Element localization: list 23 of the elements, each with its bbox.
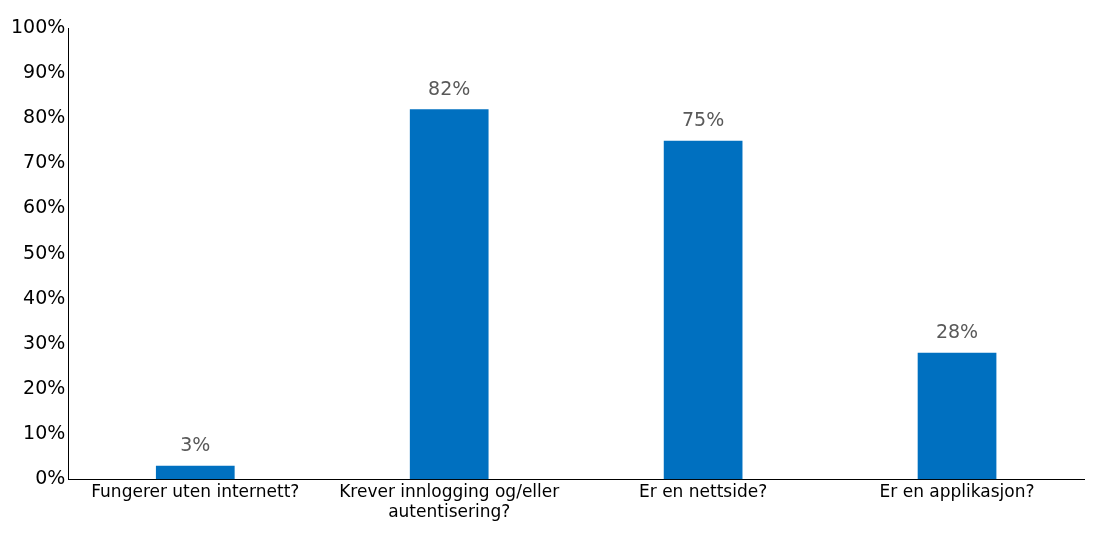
bar <box>663 140 743 480</box>
y-tick-label: 20% <box>23 375 66 398</box>
data-label: 75% <box>682 108 725 131</box>
x-tick-label: Er en applikasjon? <box>879 480 1035 501</box>
data-label: 82% <box>428 76 471 99</box>
y-tick-label: 80% <box>23 105 66 128</box>
y-tick-label: 10% <box>23 421 66 444</box>
y-tick-label: 70% <box>23 150 66 173</box>
x-tick-label: Krever innlogging og/eller autentisering? <box>339 480 560 522</box>
y-tick-label: 60% <box>23 195 66 218</box>
y-tick-label: 0% <box>35 466 66 489</box>
y-tick-label: 90% <box>23 60 66 83</box>
data-label: 28% <box>935 320 979 343</box>
x-tick-label: Fungerer uten internett? <box>91 480 300 501</box>
data-label: 3% <box>180 433 211 456</box>
x-tick-label: Er en nettside? <box>639 480 768 501</box>
y-tick-label: 40% <box>23 285 66 308</box>
bar <box>917 352 997 480</box>
y-tick-label: 50% <box>23 240 66 263</box>
y-tick-label: 100% <box>10 14 66 37</box>
bar <box>155 465 235 480</box>
y-tick-label: 30% <box>23 330 66 353</box>
bar <box>409 109 489 480</box>
